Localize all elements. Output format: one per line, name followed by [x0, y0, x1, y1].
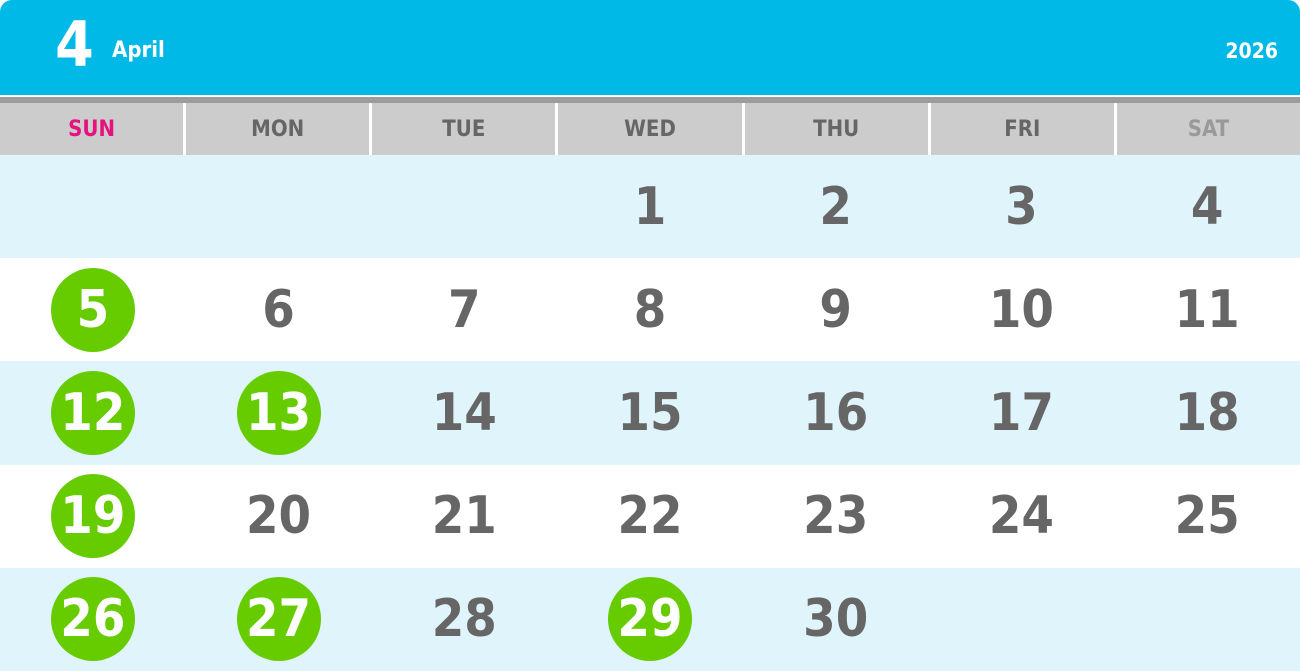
day-cell	[185, 155, 372, 259]
holiday-day-number: 12	[50, 370, 135, 455]
day-number: 10	[988, 279, 1054, 340]
weekday-fri: FRI	[930, 103, 1114, 155]
day-cell[interactable]: 29	[557, 567, 743, 671]
holiday-day-number: 26	[50, 577, 135, 662]
day-number: 21	[431, 486, 497, 547]
day-cell[interactable]: 22	[557, 465, 743, 568]
day-cell	[1114, 567, 1300, 671]
day-cell[interactable]: 8	[557, 258, 743, 361]
divider	[0, 97, 1300, 103]
day-cell	[0, 155, 186, 259]
holiday-day-number: 5	[50, 267, 135, 352]
day-number: 30	[803, 589, 869, 650]
day-number: 3	[1005, 176, 1038, 237]
day-number: 2	[819, 176, 852, 237]
day-cell[interactable]: 7	[371, 258, 557, 361]
day-cell[interactable]: 4	[1114, 155, 1300, 259]
day-cell[interactable]: 19	[0, 465, 186, 568]
day-cell	[371, 155, 558, 259]
month-name: April	[112, 38, 165, 63]
day-cell[interactable]: 18	[1114, 361, 1300, 465]
day-number: 8	[633, 279, 667, 340]
day-cell[interactable]: 12	[0, 361, 186, 465]
weekday-thu: THU	[744, 103, 928, 155]
year: 2026	[1225, 39, 1278, 63]
day-number: 1	[633, 176, 667, 237]
day-number: 23	[803, 486, 869, 547]
day-number: 24	[988, 486, 1054, 547]
day-cell[interactable]: 13	[185, 361, 372, 465]
divider	[0, 95, 1300, 97]
weekday-header-row: SUN MON TUE WED THU FRI SAT	[0, 103, 1300, 155]
day-number: 28	[431, 589, 497, 650]
calendar-grid: 1 2 3 4 5 6 7 8 9 10 11 12 13 14 15 16 17 18 19 20 21 22 23 24 2…	[0, 155, 1300, 671]
day-number: 4	[1190, 176, 1224, 237]
weekday-tue: TUE	[372, 103, 556, 155]
day-cell[interactable]: 25	[1114, 465, 1300, 568]
day-cell[interactable]: 28	[371, 567, 558, 671]
day-number: 14	[431, 382, 497, 443]
day-cell[interactable]: 14	[371, 361, 558, 465]
holiday-day-number: 29	[607, 577, 692, 662]
day-number: 7	[448, 279, 481, 340]
day-number: 9	[819, 279, 852, 340]
holiday-day-number: 27	[236, 577, 321, 662]
weekday-mon: MON	[186, 103, 370, 155]
weekday-wed: WED	[558, 103, 742, 155]
day-cell[interactable]: 3	[928, 155, 1115, 259]
day-cell[interactable]: 1	[557, 155, 743, 259]
day-number: 6	[262, 279, 295, 340]
day-number: 16	[803, 382, 869, 443]
day-number: 25	[1174, 486, 1240, 547]
day-cell[interactable]: 23	[743, 465, 929, 568]
holiday-day-number: 13	[236, 370, 321, 455]
month-number: 4	[55, 8, 94, 81]
day-cell[interactable]: 11	[1114, 258, 1300, 361]
day-cell[interactable]: 17	[928, 361, 1115, 465]
day-cell[interactable]: 16	[742, 361, 929, 465]
calendar-header: 4 April 2026	[0, 0, 1300, 95]
day-number: 15	[617, 382, 683, 443]
weekday-sat: SAT	[1116, 103, 1300, 155]
day-number: 22	[617, 486, 683, 547]
day-cell[interactable]: 21	[371, 465, 557, 568]
day-cell[interactable]: 30	[742, 567, 929, 671]
day-cell[interactable]: 2	[742, 155, 929, 259]
day-cell[interactable]: 20	[186, 465, 372, 568]
day-cell[interactable]: 5	[0, 258, 186, 361]
day-number: 11	[1174, 279, 1240, 340]
day-cell[interactable]: 27	[185, 567, 372, 671]
day-number: 18	[1174, 382, 1240, 443]
holiday-day-number: 19	[50, 474, 135, 559]
day-cell[interactable]: 9	[743, 258, 929, 361]
day-number: 20	[246, 486, 312, 547]
day-cell[interactable]: 15	[557, 361, 743, 465]
weekday-sun: SUN	[0, 103, 184, 155]
day-cell	[928, 567, 1115, 671]
day-number: 17	[988, 382, 1054, 443]
day-cell[interactable]: 6	[186, 258, 372, 361]
day-cell[interactable]: 26	[0, 567, 186, 671]
day-cell[interactable]: 24	[929, 465, 1115, 568]
day-cell[interactable]: 10	[929, 258, 1115, 361]
